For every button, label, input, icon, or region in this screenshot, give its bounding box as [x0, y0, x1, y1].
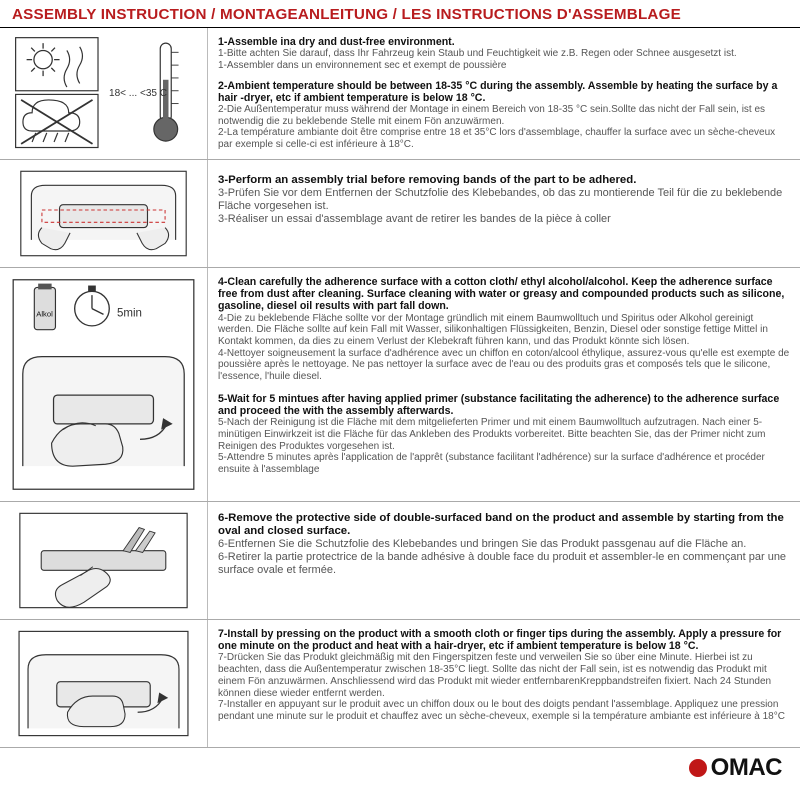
illustration-press [0, 620, 208, 747]
step4-fr: 4-Nettoyer soigneusement la surface d'ad… [218, 348, 789, 382]
logo-row: OMAC [0, 748, 800, 786]
page-title: ASSEMBLY INSTRUCTION / MONTAGEANLEITUNG … [0, 0, 800, 28]
illustration-temp: 18< ... <35 C [0, 28, 208, 159]
step2-fr: 2-La température ambiante doit être comp… [218, 127, 775, 150]
step5-fr: 5-Attendre 5 minutes après l'application… [218, 452, 765, 475]
step6-fr: 6-Retirer la partie protectrice de la ba… [218, 551, 786, 576]
step4-de: 4-Die zu beklebende Fläche sollte vor de… [218, 313, 768, 347]
row-3: 3-Perform an assembly trial before remov… [0, 160, 800, 268]
step3-en: 3-Perform an assembly trial before remov… [218, 174, 790, 187]
step6-en: 6-Remove the protective side of double-s… [218, 512, 790, 538]
step5-de: 5-Nach der Reinigung ist die Fläche mit … [218, 417, 766, 451]
step2-en: 2-Ambient temperature should be between … [218, 80, 790, 104]
text-7: 7-Install by pressing on the product wit… [208, 620, 800, 747]
illustration-clean: Alkol 5min [0, 268, 208, 501]
text-6: 6-Remove the protective side of double-s… [208, 502, 800, 619]
step1-de: 1-Bitte achten Sie darauf, dass Ihr Fahr… [218, 48, 737, 59]
row-4-5: Alkol 5min 4-Clean carefully the adheren… [0, 268, 800, 502]
illustration-peel [0, 502, 208, 619]
illustration-trial [0, 160, 208, 267]
step1-en: 1-Assemble ina dry and dust-free environ… [218, 36, 790, 48]
step7-fr: 7-Installer en appuyant sur le produit a… [218, 699, 785, 722]
step5-en: 5-Wait for 5 mintues after having applie… [218, 393, 790, 417]
row-6: 6-Remove the protective side of double-s… [0, 502, 800, 620]
step7-en: 7-Install by pressing on the product wit… [218, 628, 790, 652]
svg-text:Alkol: Alkol [36, 309, 53, 318]
step3-de: 3-Prüfen Sie vor dem Entfernen der Schut… [218, 187, 782, 212]
logo-text: OMAC [711, 754, 782, 782]
row-7: 7-Install by pressing on the product wit… [0, 620, 800, 748]
step7-de: 7-Drücken Sie das Produkt gleichmäßig mi… [218, 652, 771, 698]
step6-de: 6-Entfernen Sie die Schutzfolie des Kleb… [218, 538, 746, 550]
step3-fr: 3-Réaliser un essai d'assemblage avant d… [218, 213, 611, 225]
logo-dot-icon [689, 759, 707, 777]
step2-de: 2-Die Außentemperatur muss während der M… [218, 104, 765, 127]
temp-range-label: 18< ... <35 C [109, 88, 167, 99]
text-4-5: 4-Clean carefully the adherence surface … [208, 268, 800, 501]
text-3: 3-Perform an assembly trial before remov… [208, 160, 800, 267]
text-1-2: 1-Assemble ina dry and dust-free environ… [208, 28, 800, 159]
row-1-2: 18< ... <35 C 1-Assemble ina dry and dus… [0, 28, 800, 160]
step4-en: 4-Clean carefully the adherence surface … [218, 276, 790, 313]
brand-logo: OMAC [689, 754, 782, 782]
svg-text:5min: 5min [117, 307, 142, 319]
step1-fr: 1-Assembler dans un environnement sec et… [218, 60, 507, 71]
